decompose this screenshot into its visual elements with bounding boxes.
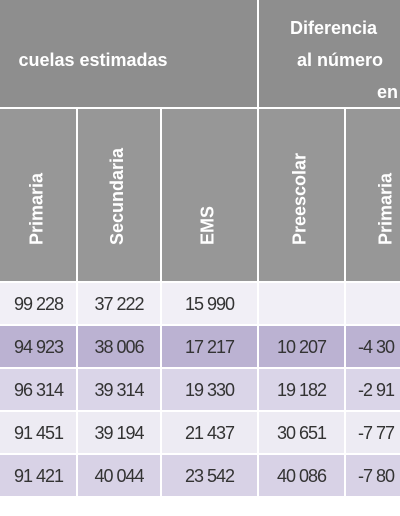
table-cell: 10 207 <box>277 337 327 357</box>
column-header: Primaria <box>27 172 47 245</box>
table-cell: 99 228 <box>14 294 64 314</box>
table-cell: 39 194 <box>94 423 144 443</box>
table-cell: 19 330 <box>185 380 235 400</box>
group-label: cuelas estimadas <box>18 50 167 70</box>
table-cell: -4 30 <box>358 337 395 357</box>
group-label: Diferencia <box>290 18 378 38</box>
table-cell: 39 314 <box>94 380 144 400</box>
table-row <box>0 412 400 453</box>
group-label: al número <box>297 50 383 70</box>
table-cell: 40 044 <box>94 466 144 486</box>
table-cell: 91 421 <box>14 466 64 486</box>
table-cell: 30 651 <box>277 423 327 443</box>
table-cell: 21 437 <box>185 423 235 443</box>
table-cell: 38 006 <box>94 337 144 357</box>
table-cell: 19 182 <box>277 380 327 400</box>
table-row <box>0 369 400 410</box>
table-cell: -7 80 <box>358 466 395 486</box>
group-header-bg <box>0 0 400 107</box>
table-cell: 17 217 <box>185 337 235 357</box>
table-cell: 94 923 <box>14 337 64 357</box>
table-cell: -2 91 <box>358 380 395 400</box>
column-header-bg <box>0 109 400 281</box>
column-header: Primaria <box>376 172 396 245</box>
table-cell: 23 542 <box>185 466 235 486</box>
column-header: Preescolar <box>290 153 310 245</box>
table-cell: 96 314 <box>14 380 64 400</box>
table-row <box>0 283 400 324</box>
table-cell: 91 451 <box>14 423 64 443</box>
group-label: en <box>377 82 398 102</box>
table-cell: 15 990 <box>185 294 235 314</box>
table-cell: 37 222 <box>94 294 144 314</box>
table-cell: -7 77 <box>358 423 395 443</box>
table-cell: 40 086 <box>277 466 327 486</box>
table-row <box>0 455 400 496</box>
column-header: Secundaria <box>107 147 127 245</box>
table-row <box>0 326 400 367</box>
column-header: EMS <box>198 206 218 245</box>
